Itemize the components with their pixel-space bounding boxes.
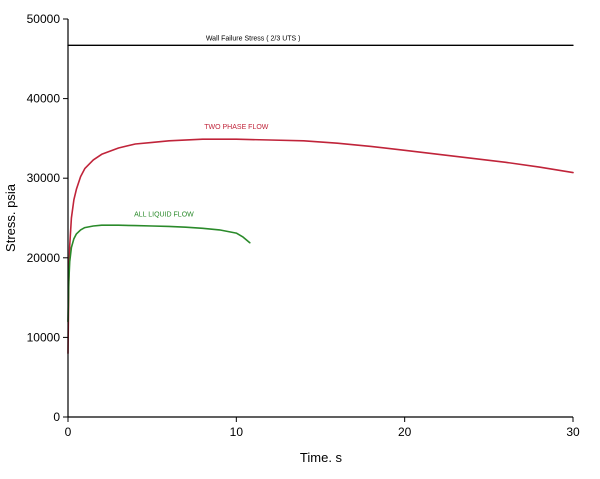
y-tick-label: 30000 [27, 171, 61, 185]
series-label-2: TWO PHASE FLOW [204, 124, 269, 131]
y-tick-label: 20000 [27, 251, 61, 265]
y-tick-label: 50000 [27, 12, 61, 26]
y-tick-label: 10000 [27, 330, 61, 344]
x-axis-title: Time. s [300, 450, 343, 465]
series-label-1: Wall Failure Stress ( 2/3 UTS ) [206, 35, 301, 42]
y-tick-label: 40000 [27, 92, 61, 106]
y-tick-label: 0 [53, 410, 60, 424]
x-tick-label: 30 [566, 425, 580, 439]
x-tick-label: 20 [398, 425, 412, 439]
series-label-3: ALL LIQUID FLOW [134, 211, 194, 218]
series-line-1 [67, 138, 574, 355]
x-tick-label: 10 [230, 425, 244, 439]
series-line-2 [67, 224, 251, 323]
plot-lines [67, 44, 574, 355]
annotations: Wall Failure Stress ( 2/3 UTS ) TWO PHASE… [134, 35, 300, 218]
axes: 0 10000 20000 30000 40000 50000 0 10 20 30 [27, 12, 580, 439]
x-tick-label: 0 [65, 425, 72, 439]
y-axis-title: Stress. psia [3, 183, 18, 252]
